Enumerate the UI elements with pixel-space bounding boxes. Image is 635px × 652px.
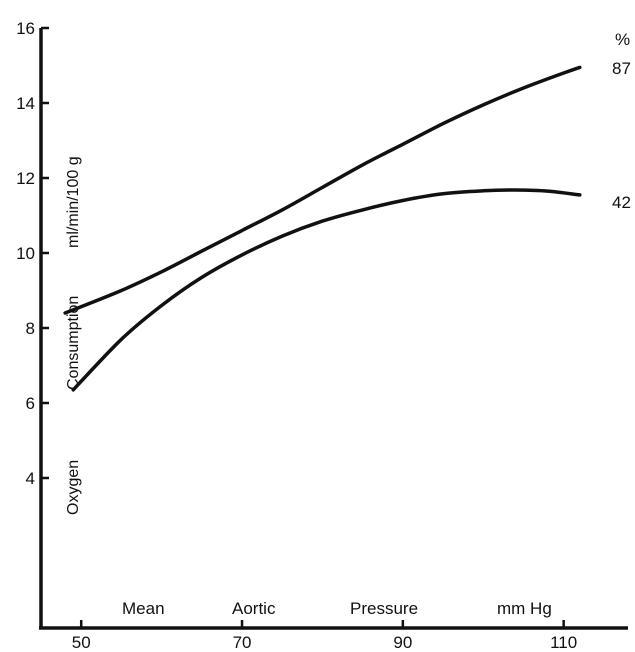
x-axis-ticks: 50 70 90 110: [72, 620, 577, 652]
x-tick-label: 90: [393, 633, 412, 652]
y-axis-label-oxygen: Oxygen: [65, 460, 82, 515]
x-axis-label-aortic: Aortic: [232, 599, 276, 618]
y-tick-label: 8: [26, 319, 35, 338]
series-line-87: [63, 65, 582, 315]
x-tick-label: 50: [72, 633, 91, 652]
x-axis-label-mean: Mean: [122, 599, 165, 618]
series-line-42: [71, 188, 582, 392]
x-tick-label: 70: [233, 633, 252, 652]
x-axis-label-unit: mm Hg: [497, 599, 552, 618]
x-tick-label: 110: [550, 633, 577, 652]
y-tick-label: 14: [16, 94, 35, 113]
y-tick-label: 16: [16, 19, 35, 38]
y-tick-label: 4: [26, 469, 35, 488]
axes: [39, 28, 628, 630]
y-tick-label: 6: [26, 394, 35, 413]
y-axis-label-units: ml/min/100 g: [65, 156, 82, 248]
series-unit-label: %: [615, 30, 630, 49]
x-axis-label-pressure: Pressure: [350, 599, 418, 618]
y-tick-label: 10: [16, 244, 35, 263]
y-axis-label-consumption: Consumption: [65, 296, 82, 390]
series-label-42: 42: [612, 193, 631, 212]
y-axis-ticks: 4 6 8 10 12 14 16: [16, 19, 49, 488]
series-lines: [63, 65, 582, 392]
series-label-87: 87: [612, 59, 631, 78]
y-tick-label: 12: [16, 169, 35, 188]
